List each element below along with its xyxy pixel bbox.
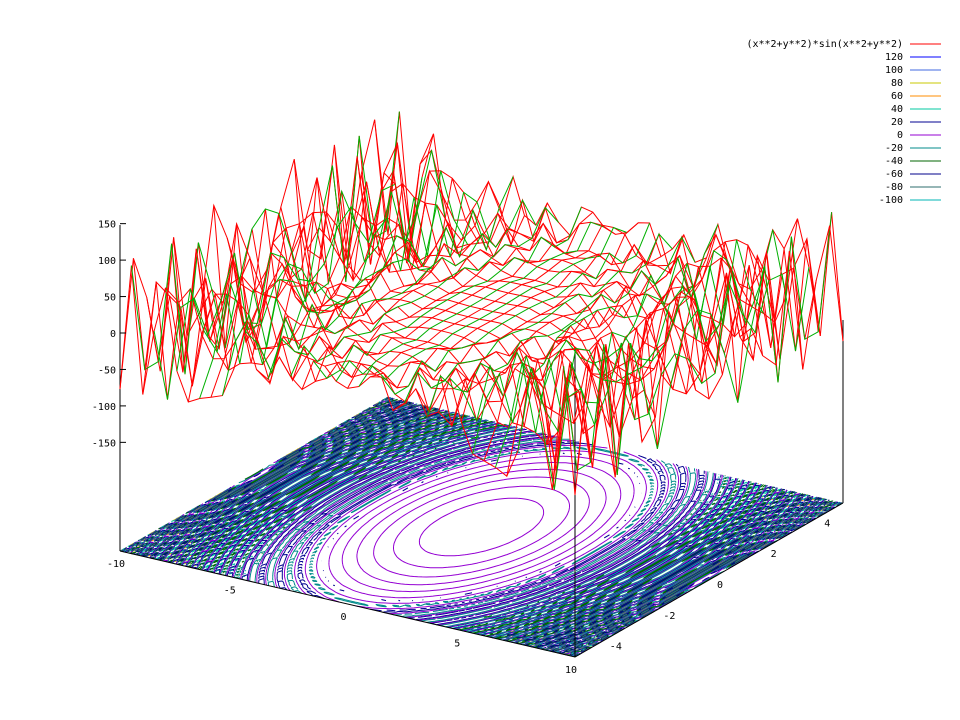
surface-col-11 xyxy=(244,176,514,375)
surface-col-23 xyxy=(381,222,651,395)
legend-label: 0 xyxy=(897,130,903,141)
z-tick-label: 100 xyxy=(98,256,116,267)
surface-col-37 xyxy=(540,267,810,490)
legend-label: -40 xyxy=(885,156,903,167)
z-tick-label: -50 xyxy=(98,365,116,376)
x-tick-label: 10 xyxy=(565,665,577,676)
x-tick-label: 0 xyxy=(340,612,346,623)
z-tick-label: 0 xyxy=(110,329,116,340)
x-tick-label: -5 xyxy=(224,586,236,597)
legend-label: -80 xyxy=(885,182,903,193)
surface-col-10 xyxy=(233,180,503,370)
surface-col-22 xyxy=(370,222,639,389)
surface-col-24 xyxy=(392,243,662,412)
legend-label: -20 xyxy=(885,143,903,154)
surface-col-15 xyxy=(290,206,559,377)
y-tick-label: 0 xyxy=(717,580,723,591)
legend-label: (x**2+y**2)*sin(x**2+y**2) xyxy=(746,39,903,50)
surface-mesh xyxy=(119,111,844,496)
contour-level--80 xyxy=(120,396,843,658)
surface-col-30 xyxy=(460,233,730,423)
z-tick-label: 50 xyxy=(104,293,116,304)
legend-label: -100 xyxy=(879,195,903,206)
legend-label: 60 xyxy=(891,91,903,102)
y-tick-label: -4 xyxy=(610,642,622,653)
surface-col-18 xyxy=(324,211,594,379)
surface-col-32 xyxy=(483,241,753,461)
surface-col-38 xyxy=(551,237,821,490)
surface-col-19 xyxy=(335,221,605,382)
x-tick-label: 5 xyxy=(454,639,460,650)
legend: (x**2+y**2)*sin(x**2+y**2) 120 100 80 60 40 20… xyxy=(746,39,941,206)
surface-col-14 xyxy=(278,202,548,382)
surface-col-16 xyxy=(301,222,571,390)
surface-col-39 xyxy=(563,212,833,475)
legend-label: 40 xyxy=(891,104,903,115)
surface-col-20 xyxy=(347,224,616,389)
z-tick-label: 150 xyxy=(98,220,116,231)
surface-col-25 xyxy=(403,233,673,404)
legend-label: 120 xyxy=(885,52,903,63)
z-tick-label: -100 xyxy=(92,402,116,413)
surface-col-7 xyxy=(199,170,469,399)
legend-label: 100 xyxy=(885,65,903,76)
surface-row-9 xyxy=(240,227,697,391)
surface-col-1 xyxy=(130,111,400,375)
surface-col-21 xyxy=(358,226,628,387)
contour-base-layer xyxy=(120,396,843,658)
y-tick-label: -2 xyxy=(663,611,675,622)
surface-col-13 xyxy=(267,199,537,380)
surface-col-17 xyxy=(313,206,582,379)
y-tick-label: 4 xyxy=(824,518,830,529)
surface-col-28 xyxy=(438,254,707,427)
surface-col-9 xyxy=(221,191,491,396)
surface-col-12 xyxy=(256,212,525,385)
surface-col-26 xyxy=(415,234,685,413)
z-tick-label: -150 xyxy=(92,438,116,449)
x-tick-label: -10 xyxy=(107,559,125,570)
surface-col-6 xyxy=(187,169,457,403)
surface-col-4 xyxy=(165,133,434,387)
legend-label: -60 xyxy=(885,169,903,180)
surface-col-35 xyxy=(517,229,787,451)
surface-col-29 xyxy=(449,224,719,423)
y-tick-label: 2 xyxy=(771,549,777,560)
legend-label: 80 xyxy=(891,78,903,89)
surface-col-40 xyxy=(574,225,844,496)
legend-label: 20 xyxy=(891,117,903,128)
